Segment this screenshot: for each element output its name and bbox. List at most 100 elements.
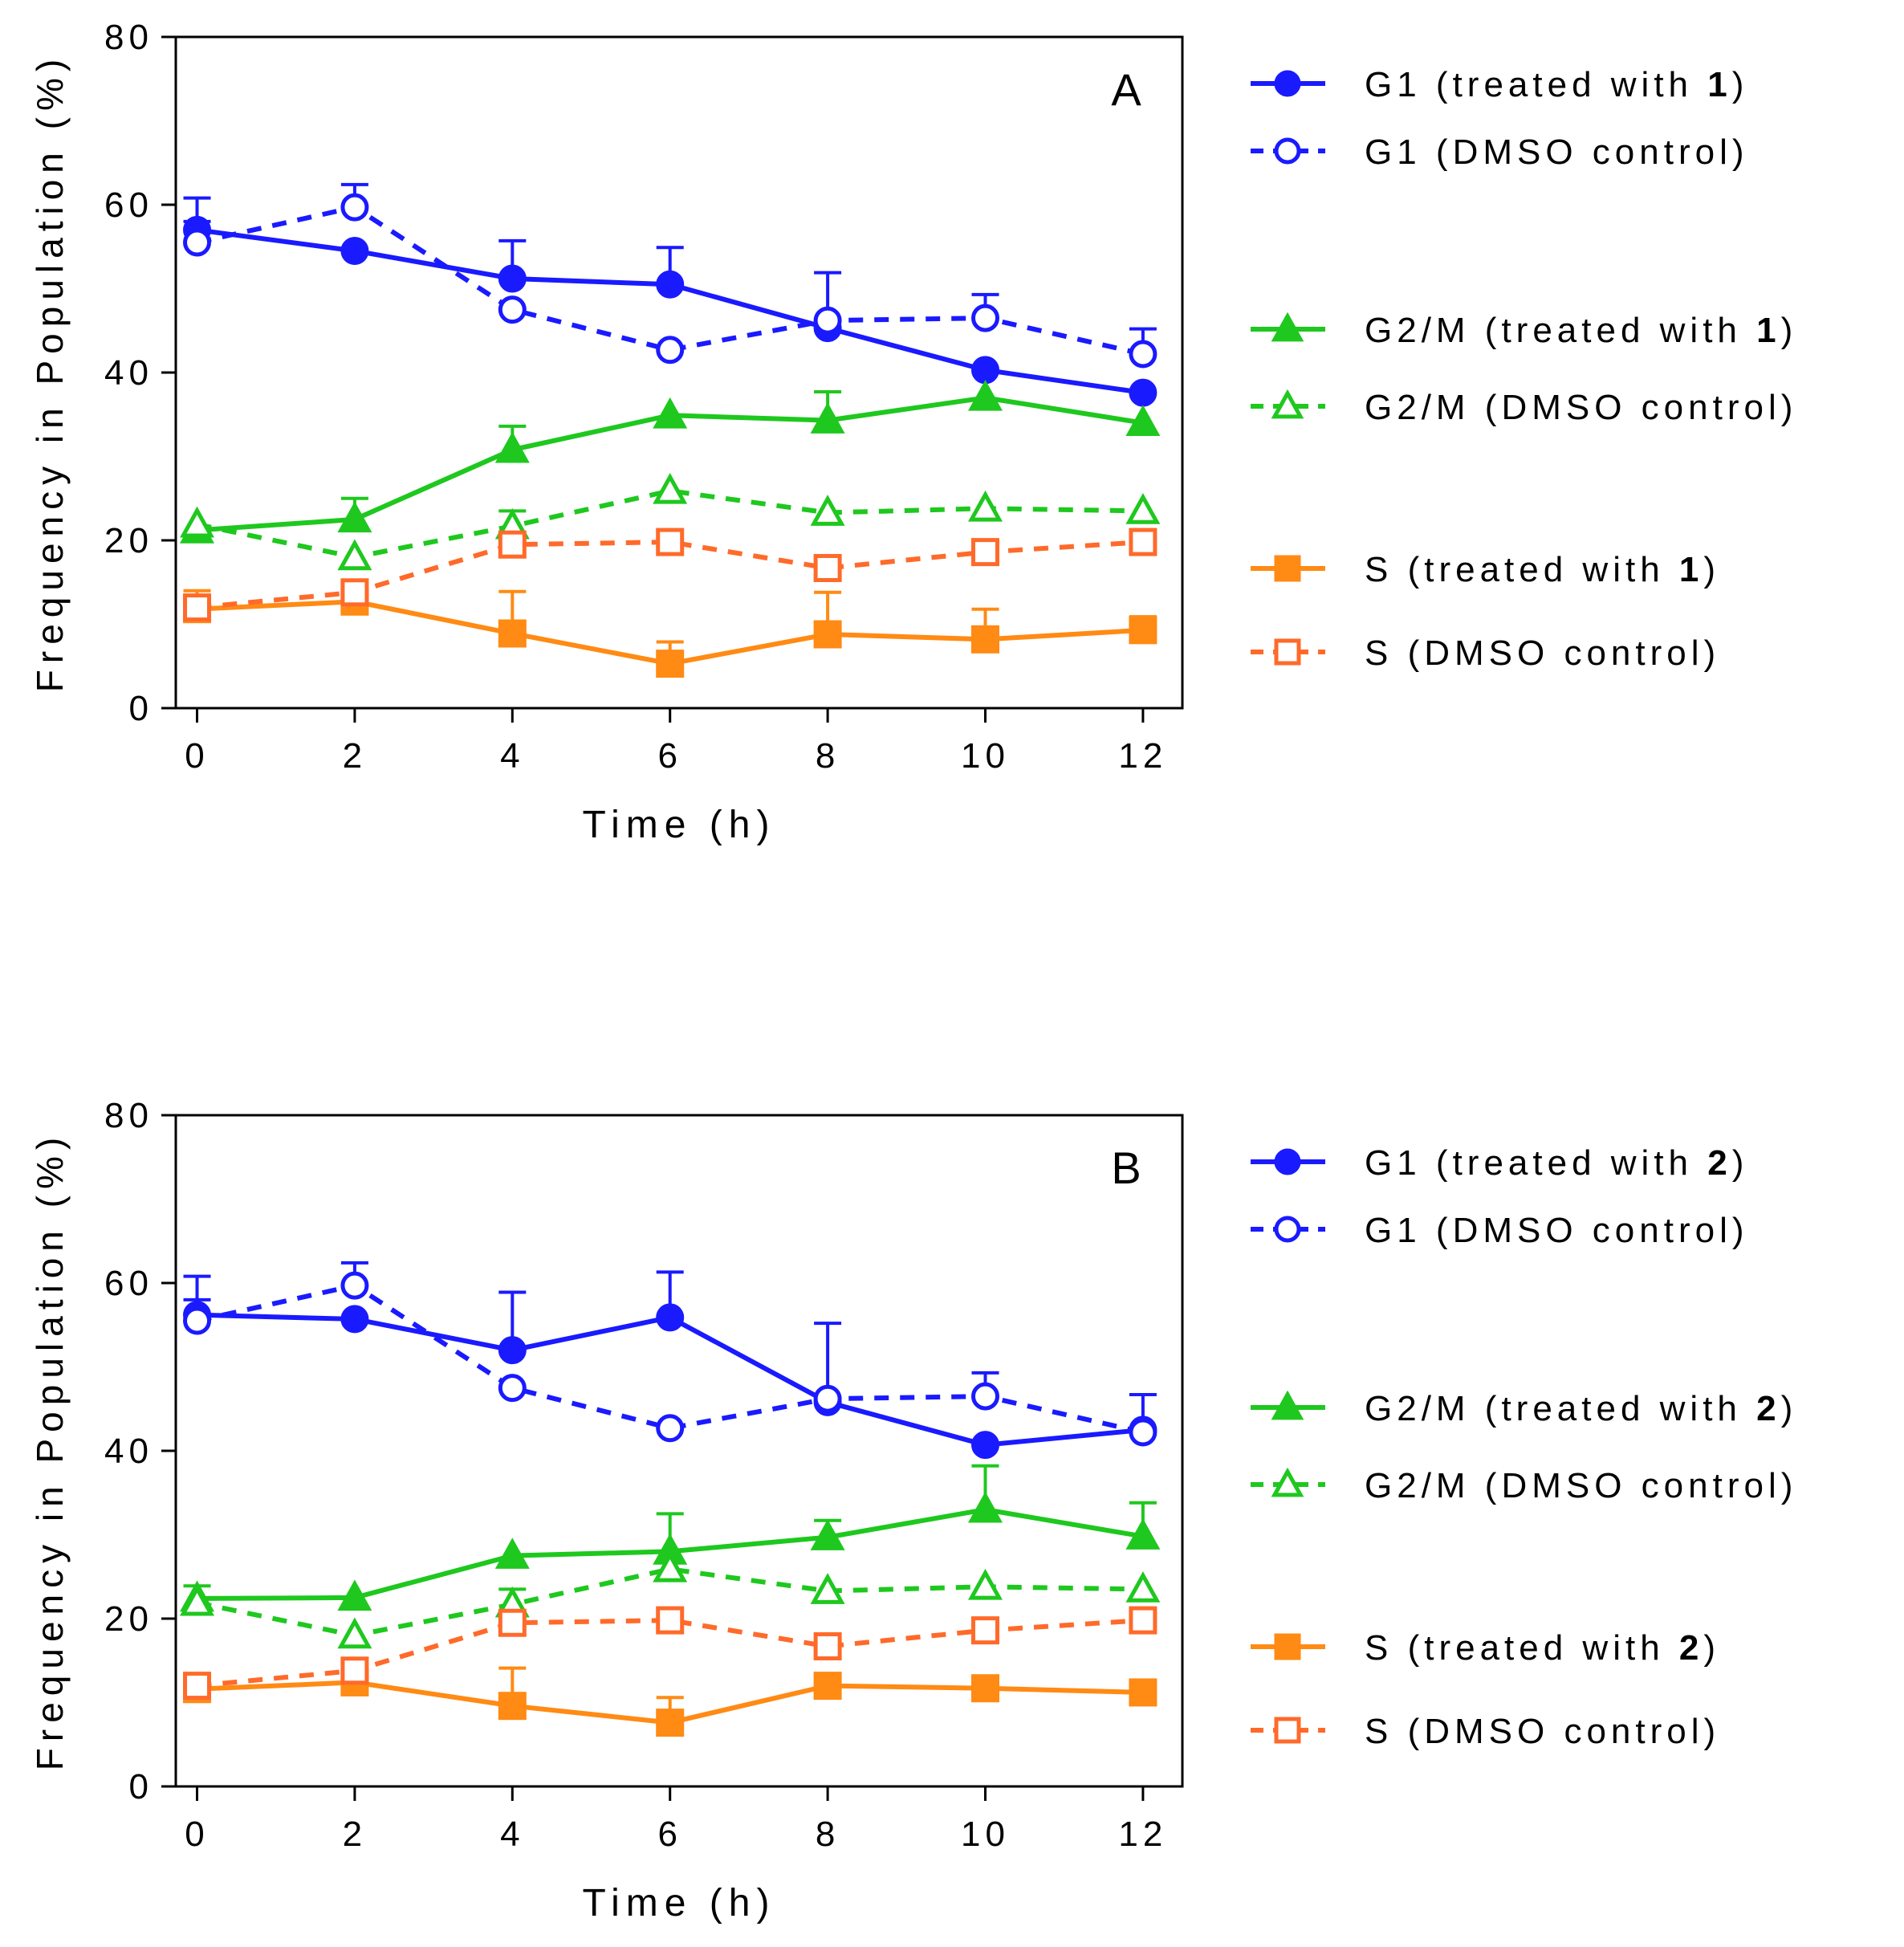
marker	[1129, 1606, 1157, 1635]
marker	[813, 1631, 842, 1660]
marker	[656, 1606, 685, 1635]
marker	[1274, 70, 1301, 97]
legend-label: S (treated with 1)	[1365, 550, 1720, 589]
y-axis-label: Frequency in Population (%)	[29, 1131, 71, 1770]
marker	[498, 295, 527, 324]
marker	[656, 336, 685, 365]
x-tick-label: 4	[500, 736, 524, 776]
marker	[971, 1674, 1000, 1703]
legend-label-part: S (treated with	[1365, 1628, 1679, 1668]
y-tick-label: 60	[104, 1264, 153, 1303]
series	[183, 527, 1157, 622]
series	[183, 1606, 1157, 1701]
x-tick-label: 0	[185, 1815, 209, 1854]
marker	[810, 1573, 845, 1604]
x-tick-label: 10	[961, 1815, 1010, 1854]
marker	[810, 1519, 845, 1550]
legend-label: G2/M (DMSO control)	[1365, 1466, 1797, 1505]
marker	[340, 236, 369, 265]
x-tick-label: 12	[1118, 736, 1167, 776]
marker	[653, 397, 688, 429]
marker	[971, 625, 1000, 654]
marker	[813, 553, 842, 582]
marker	[494, 1538, 530, 1569]
marker	[813, 620, 842, 649]
panel-label: A	[1111, 64, 1141, 115]
marker	[340, 1271, 369, 1300]
marker	[1129, 616, 1157, 645]
legend-label-part: )	[1781, 311, 1798, 350]
y-tick-label: 20	[104, 1599, 153, 1639]
legend-label: G1 (DMSO control)	[1365, 132, 1749, 172]
x-axis-label: Time (h)	[583, 804, 776, 846]
marker	[813, 1672, 842, 1701]
plot-frame	[174, 35, 1184, 710]
marker	[498, 619, 527, 648]
marker	[1129, 340, 1157, 369]
series	[183, 196, 1157, 407]
legend-label-part: G2/M (treated with	[1365, 311, 1756, 350]
marker	[656, 1709, 685, 1737]
x-tick-label: 2	[343, 1815, 367, 1854]
x-tick-label: 6	[657, 1815, 681, 1854]
y-tick-label: 0	[129, 1767, 153, 1806]
marker	[1271, 1467, 1304, 1497]
y-tick-label: 80	[104, 1096, 153, 1135]
marker	[337, 539, 372, 571]
marker	[971, 1616, 1000, 1645]
marker	[810, 495, 845, 526]
series	[183, 182, 1157, 369]
legend-label-part: 2	[1756, 1389, 1780, 1428]
marker	[1274, 1633, 1301, 1660]
series	[183, 587, 1157, 678]
marker	[498, 1374, 527, 1403]
x-tick-label: 2	[343, 736, 367, 776]
marker	[813, 1384, 842, 1413]
marker	[971, 1431, 1000, 1460]
x-tick-label: 12	[1118, 1815, 1167, 1854]
marker	[968, 1491, 1003, 1523]
marker	[971, 1382, 1000, 1411]
marker	[1274, 137, 1301, 165]
legend-label: S (DMSO control)	[1365, 633, 1720, 673]
legend-label-part: G1 (treated with	[1365, 65, 1707, 104]
x-tick-label: 4	[500, 1815, 524, 1854]
marker	[1274, 555, 1301, 582]
marker	[653, 1550, 688, 1582]
marker	[180, 506, 215, 538]
marker	[1274, 1148, 1301, 1175]
y-tick-label: 60	[104, 185, 153, 225]
marker	[340, 193, 369, 222]
x-tick-label: 8	[816, 1815, 840, 1854]
marker	[183, 1672, 212, 1701]
legend-label: S (DMSO control)	[1365, 1712, 1720, 1751]
marker	[340, 578, 369, 607]
x-tick-label: 0	[185, 736, 209, 776]
legend-label: G1 (treated with 2)	[1365, 1143, 1748, 1183]
x-tick-label: 10	[961, 736, 1010, 776]
x-axis-label: Time (h)	[583, 1882, 776, 1925]
marker	[337, 1579, 372, 1611]
marker	[968, 379, 1003, 411]
legend-label-part: )	[1703, 550, 1720, 589]
marker	[337, 1617, 372, 1649]
marker	[498, 1336, 527, 1365]
marker	[180, 1584, 215, 1616]
marker	[498, 1692, 527, 1721]
legend-label: G2/M (treated with 2)	[1365, 1389, 1797, 1428]
marker	[1125, 1571, 1161, 1603]
legend-label-part: )	[1703, 1628, 1720, 1668]
x-tick-label: 8	[816, 736, 840, 776]
legend-label-part: 2	[1707, 1143, 1731, 1183]
legend-label: G2/M (DMSO control)	[1365, 388, 1797, 427]
marker	[1125, 1518, 1161, 1550]
panel-label: B	[1111, 1143, 1141, 1193]
marker	[337, 501, 372, 533]
marker	[653, 472, 688, 504]
legend-label-part: 2	[1679, 1628, 1703, 1668]
marker	[340, 1305, 369, 1334]
legend-label-part: G2/M (treated with	[1365, 1389, 1756, 1428]
series	[183, 1664, 1157, 1737]
marker	[1129, 1418, 1157, 1447]
